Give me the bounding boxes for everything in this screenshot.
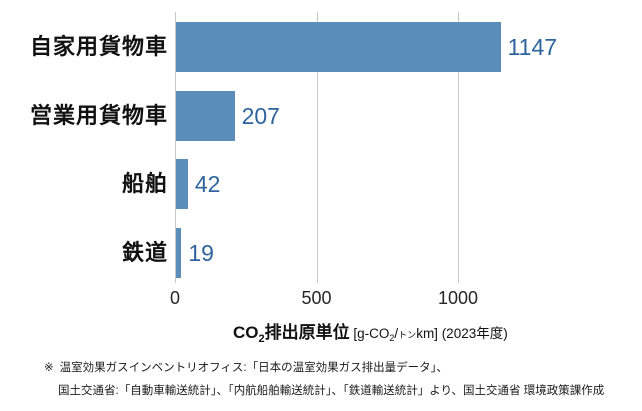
axis-title-unit: [g-CO2/トンkm]	[349, 326, 438, 343]
axis-title-main-text: 排出原単位	[264, 323, 350, 342]
note-line-1-text: 温室効果ガスインベントリオフィス:「日本の温室効果ガス排出量データ」、	[59, 362, 448, 374]
value-label-ship: 42	[194, 171, 221, 197]
gridline-500	[316, 12, 318, 283]
x-tick-500: 500	[301, 288, 332, 308]
bar-private-truck	[176, 22, 501, 72]
axis-unit-close: km]	[416, 326, 438, 341]
x-axis-title: CO2排出原単位 [g-CO2/トンkm] (2023年度)	[233, 318, 508, 345]
source-note-line-2: 国土交通省:「自動車輸送統計」、「内航船舶輸送統計」、「鉄道輸送統計」より、国土…	[58, 385, 605, 397]
bar-commercial-truck	[176, 91, 235, 141]
x-tick-0: 0	[169, 288, 181, 308]
axis-title-co: CO	[233, 323, 259, 342]
gridline-1000	[458, 12, 459, 283]
axis-unit-open: [g-CO	[349, 326, 390, 341]
value-label-commercial-truck: 207	[241, 103, 280, 129]
x-tick-1000: 1000	[437, 288, 479, 308]
gridline-0	[175, 12, 176, 283]
category-label-rail: 鉄道	[121, 240, 168, 265]
axis-unit-ton: トン	[398, 330, 417, 340]
axis-unit-slash: /	[394, 326, 399, 341]
note-marker: ※	[44, 362, 54, 374]
value-label-private-truck: 1147	[507, 34, 558, 60]
axis-title-main: CO2排出原単位	[233, 323, 350, 345]
category-label-ship: 船舶	[121, 171, 168, 196]
source-notes: ※ 温室効果ガスインベントリオフィス:「日本の温室効果ガス排出量データ」、 国土交…	[44, 357, 604, 403]
value-label-rail: 19	[188, 240, 214, 266]
category-label-private-truck: 自家用貨物車	[29, 34, 168, 59]
source-note-line-1: ※ 温室効果ガスインベントリオフィス:「日本の温室効果ガス排出量データ」、	[44, 357, 604, 380]
bar-rail	[176, 228, 182, 278]
category-label-commercial-truck: 営業用貨物車	[29, 103, 168, 128]
bar-ship	[176, 159, 188, 209]
axis-unit-co-subscript: 2	[389, 333, 395, 343]
axis-title-co-subscript: 2	[258, 333, 265, 345]
axis-title-year: (2023年度)	[437, 326, 508, 341]
